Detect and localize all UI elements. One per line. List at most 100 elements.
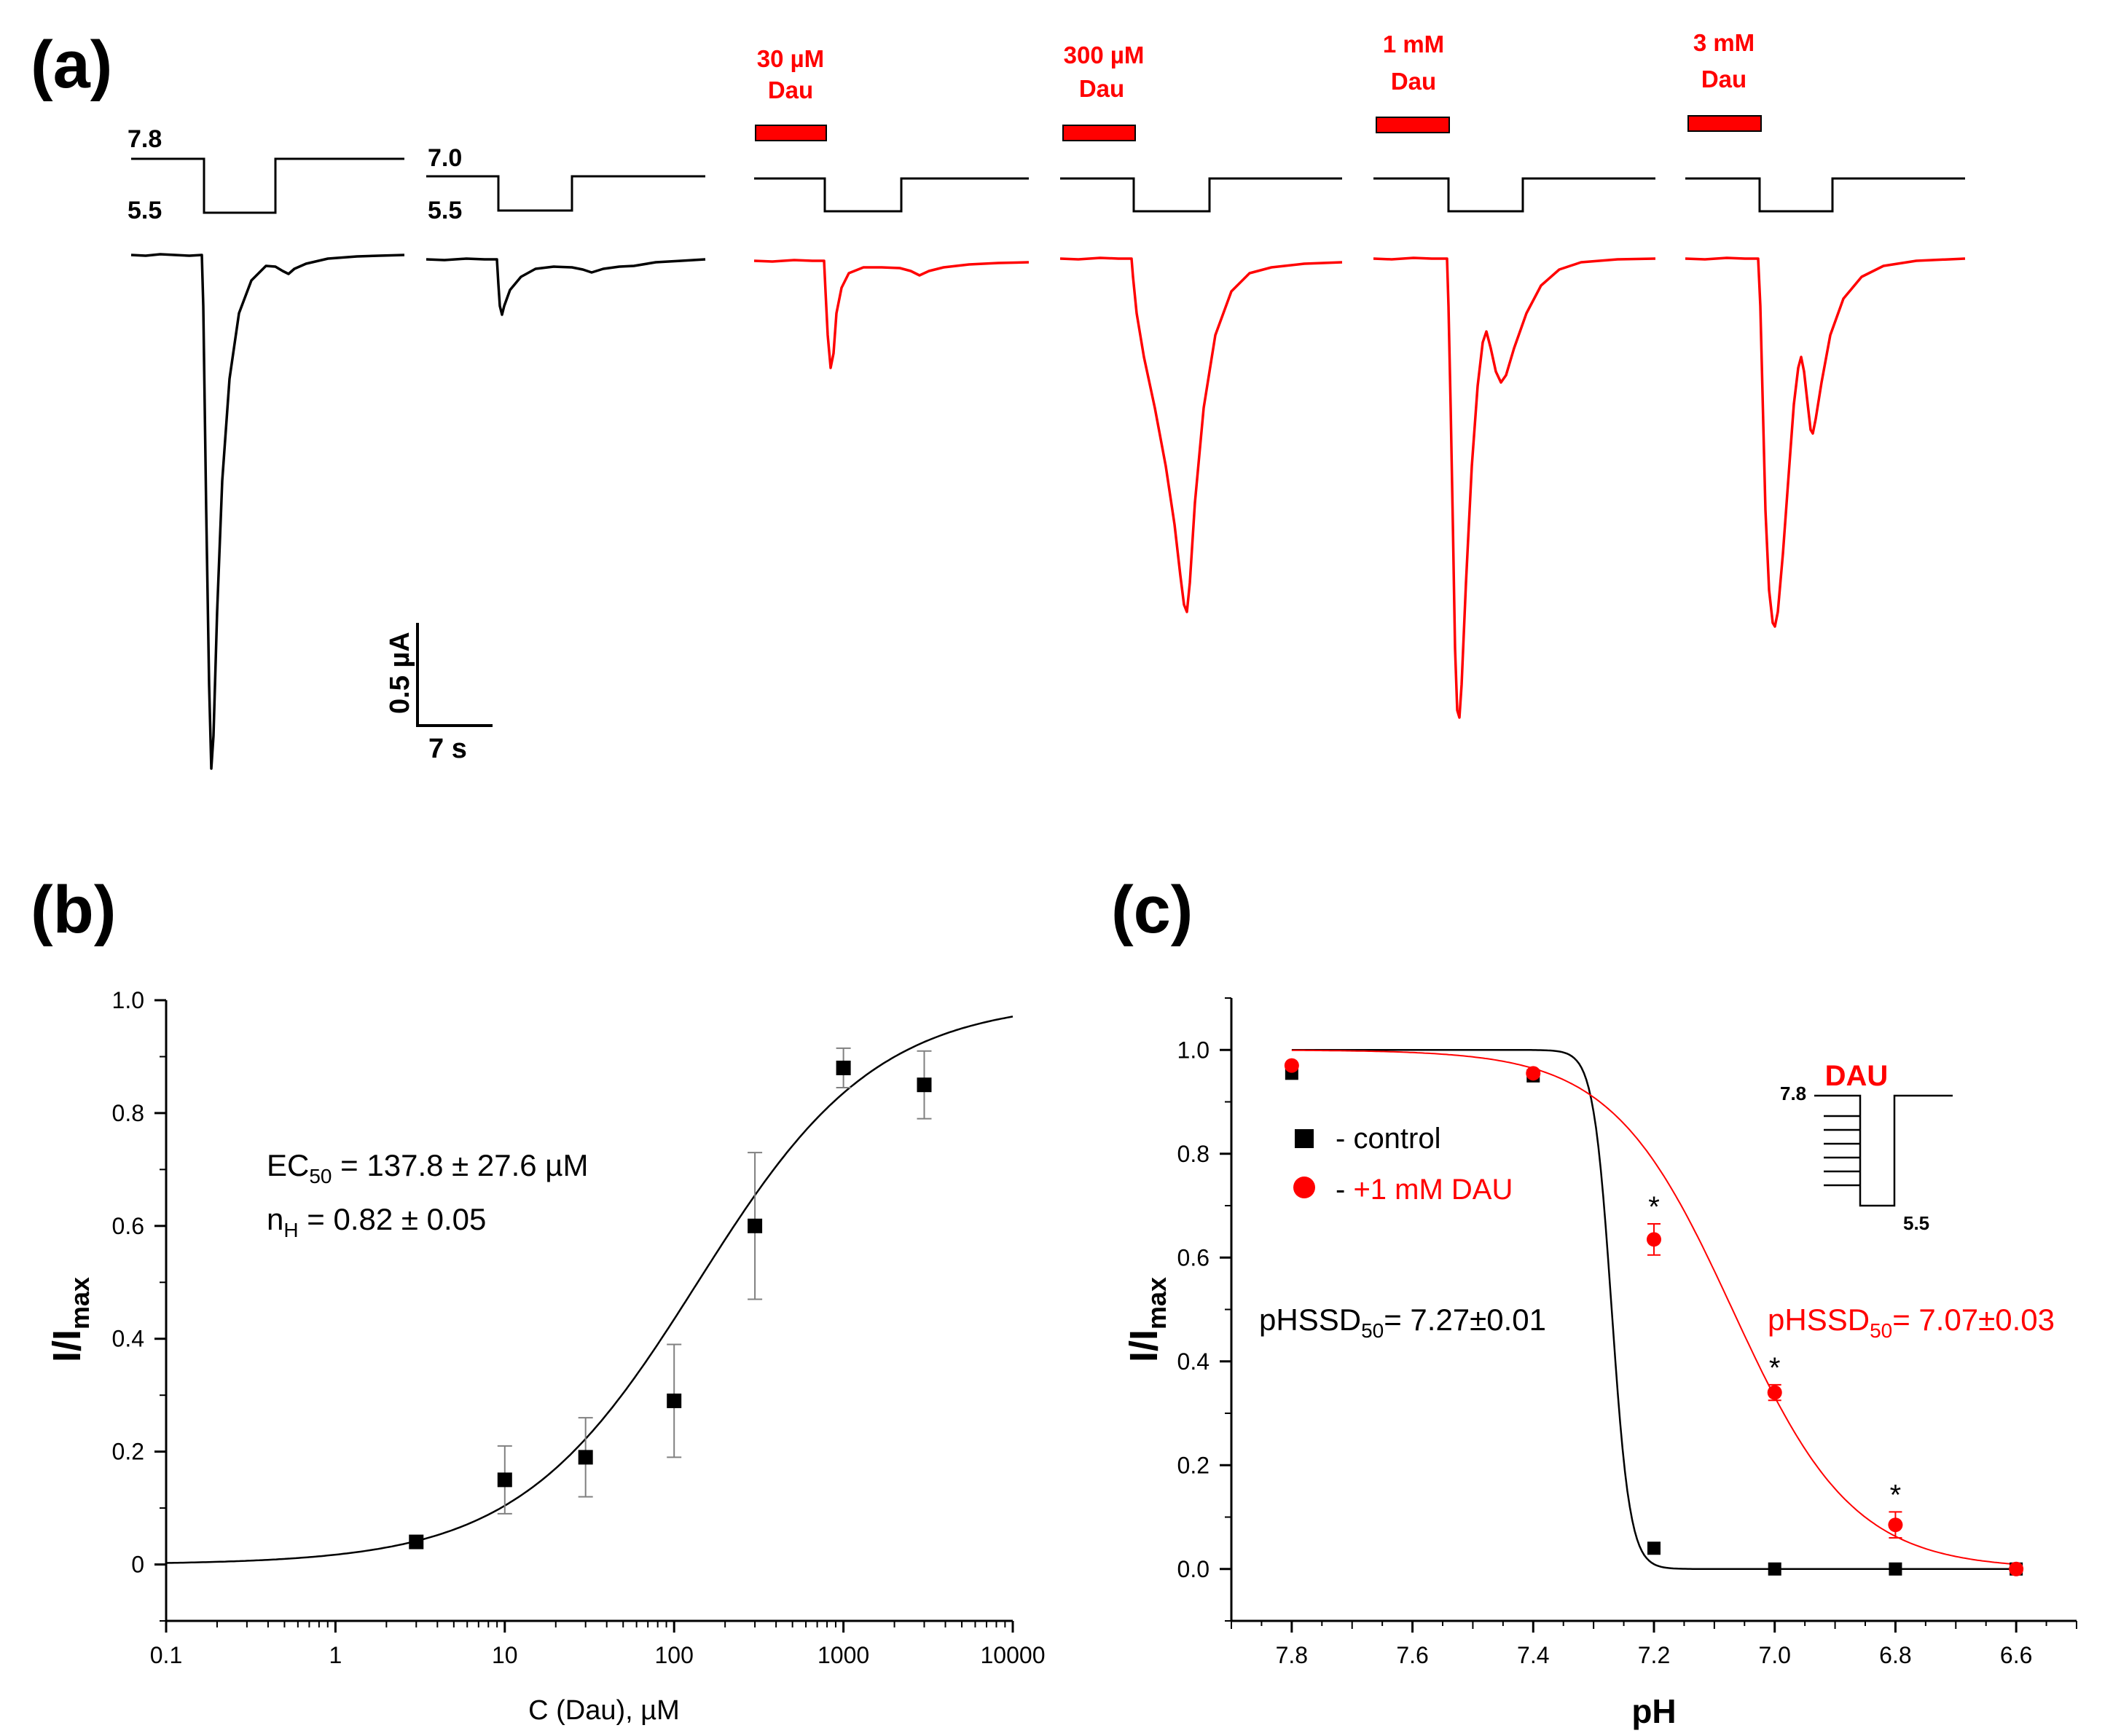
chart-c-dau-point — [1888, 1517, 1903, 1533]
drug-application-bars — [755, 115, 1762, 141]
drug-label-2-line2: Dau — [1079, 75, 1124, 102]
chart-c-dau-phssd-annotation: pHSSD50= 7.07±0.03 — [1768, 1303, 2055, 1342]
ph-label-high-1: 7.8 — [128, 125, 162, 153]
scale-bar — [416, 623, 493, 727]
chart-c-y-tick-label: 0.2 — [1177, 1452, 1210, 1478]
chart-b-y-tick-label: 0.6 — [112, 1213, 144, 1239]
panel-c-label: (c) — [1111, 873, 1193, 947]
legend-control-label: control — [1353, 1123, 1440, 1155]
chart-c-control-phssd-main: pHSSD — [1259, 1303, 1361, 1337]
chart-b: 0.1 1 10 100 1000 10000 0 0.2 0.4 0.6 0.8 1.0 C (Da… — [45, 987, 1045, 1726]
scale-bar-time-label: 7 s — [428, 734, 467, 764]
chart-c-protocol-inset: DAU 7.8 5.5 — [1780, 1060, 1953, 1234]
chart-c-y-tick-label: 1.0 — [1177, 1037, 1210, 1063]
chart-c-ticks: 7.8 7.6 7.4 7.2 7.0 6.8 6.6 0.0 0.2 0.4 0.6 0.8 1.0 — [1177, 997, 2077, 1668]
ph-label-low-1: 5.5 — [128, 197, 162, 224]
current-trace-control-ph7-0 — [426, 257, 706, 316]
chart-c-control-point — [1889, 1562, 1902, 1576]
chart-c-x-tick-label: 7.0 — [1758, 1642, 1790, 1668]
chart-b-x-tick-label: 100 — [655, 1642, 694, 1668]
chart-c-control-point — [1647, 1541, 1661, 1555]
chart-c-x-tick-label: 6.6 — [2000, 1642, 2032, 1668]
chart-c-x-tick-label: 7.2 — [1638, 1642, 1670, 1668]
chart-b-data-point — [497, 1472, 512, 1488]
chart-b-x-tick-label: 10 — [492, 1642, 518, 1668]
drug-label-3-line2: Dau — [1391, 68, 1436, 95]
chart-c-dau-point — [1767, 1385, 1782, 1400]
chart-c-dau-point — [2009, 1561, 2024, 1576]
chart-b-hill-fit-curve — [165, 1016, 1014, 1564]
chart-b-nh-sub: H — [283, 1219, 298, 1241]
current-trace-dau-300um — [1059, 256, 1343, 613]
chart-b-y-tick-label: 0 — [131, 1552, 144, 1578]
ph-step-trace-4 — [1060, 177, 1342, 213]
panel-b-label: (b) — [31, 873, 116, 947]
current-trace-dau-30um — [753, 259, 1030, 369]
chart-c-x-tick-label: 7.8 — [1276, 1642, 1308, 1668]
panel-a-label: (a) — [31, 28, 112, 102]
chart-b-ec50-main: EC — [267, 1148, 309, 1182]
legend-dau-entry: - +1 mM DAU — [1336, 1174, 1513, 1206]
chart-b-y-tick-label: 0.8 — [112, 1100, 144, 1126]
chart-c-significance-star: * — [1769, 1352, 1781, 1384]
chart-b-x-tick-label: 1 — [329, 1642, 342, 1668]
chart-c-dau-point — [1647, 1232, 1661, 1247]
legend-dau-prefix: - — [1336, 1174, 1353, 1206]
drug-label-1-line1: 30 µM — [757, 45, 824, 72]
chart-c-control-phssd-annotation: pHSSD50= 7.27±0.01 — [1259, 1303, 1546, 1342]
inset-ph-low-label: 5.5 — [1903, 1212, 1929, 1234]
chart-b-y-axis-label-main: I/I — [45, 1330, 89, 1362]
chart-b-data-points — [409, 1047, 932, 1550]
chart-c-data-points: * * * — [1284, 1058, 2024, 1576]
chart-c-significance-star: * — [1890, 1479, 1902, 1511]
current-traces — [130, 253, 1966, 770]
chart-b-data-point — [409, 1534, 424, 1550]
chart-c-y-tick-label: 0.8 — [1177, 1141, 1210, 1167]
drug-labels: 30 µM Dau 300 µM Dau 1 mM Dau 3 mM Dau — [757, 29, 1755, 103]
chart-b-ec50-value: = 137.8 ± 27.6 µM — [332, 1148, 589, 1182]
ph-step-trace-1 — [131, 157, 404, 214]
chart-c-y-tick-label: 0.0 — [1177, 1556, 1210, 1582]
drug-bar-1mm — [1376, 117, 1450, 133]
chart-c-control-point — [1768, 1562, 1781, 1576]
chart-c-dau-phssd-value: = 7.07±0.03 — [1892, 1303, 2055, 1337]
chart-b-nh-main: n — [267, 1202, 283, 1236]
ph-label-low-2: 5.5 — [428, 197, 462, 224]
chart-c-control-phssd-sub: 50 — [1361, 1319, 1384, 1342]
chart-c-dau-phssd-main: pHSSD — [1768, 1303, 1870, 1337]
chart-b-nh-value: = 0.82 ± 0.05 — [299, 1202, 487, 1236]
drug-label-4-line1: 3 mM — [1693, 29, 1755, 56]
chart-b-y-axis-label-sub: max — [65, 1277, 95, 1330]
current-trace-control-ph7-8 — [130, 253, 405, 770]
drug-bar-30um — [755, 125, 827, 141]
legend-control-entry: - control — [1336, 1123, 1441, 1155]
chart-b-ec50-annotation: EC50 = 137.8 ± 27.6 µM — [267, 1148, 588, 1187]
chart-b-x-tick-label: 10000 — [981, 1642, 1046, 1668]
chart-c-dau-phssd-sub: 50 — [1870, 1319, 1892, 1342]
inset-protocol-trace — [1814, 1094, 1953, 1207]
chart-c-y-axis-label: I/Imax — [1122, 1277, 1172, 1362]
chart-b-y-tick-label: 1.0 — [112, 987, 144, 1013]
chart-c: 7.8 7.6 7.4 7.2 7.0 6.8 6.60.00.20.40.60.81.0 … — [1122, 997, 2077, 1730]
drug-bar-300um — [1062, 125, 1136, 141]
scale-bar-current-label: 0.5 µA — [385, 632, 415, 714]
drug-bar-3mm — [1687, 115, 1762, 132]
chart-c-y-tick-label: 0.4 — [1177, 1348, 1210, 1375]
legend-dau-label: +1 mM DAU — [1353, 1174, 1513, 1206]
chart-c-x-tick-label: 7.4 — [1517, 1642, 1549, 1668]
current-trace-dau-3mm — [1685, 256, 1966, 628]
inset-drug-label: DAU — [1825, 1060, 1889, 1092]
chart-b-ec50-sub: 50 — [309, 1165, 332, 1187]
chart-b-y-axis-label: I/Imax — [45, 1277, 95, 1362]
chart-b-y-tick-label: 0.2 — [112, 1439, 144, 1465]
chart-c-control-phssd-value: = 7.27±0.01 — [1384, 1303, 1546, 1337]
inset-ph-high-label: 7.8 — [1780, 1083, 1806, 1104]
chart-b-ticks: 0.1 1 10 100 1000 10000 0 0.2 0.4 0.6 0.8 1.0 — [112, 987, 1046, 1668]
chart-b-data-point — [748, 1218, 763, 1233]
chart-c-x-tick-label: 7.6 — [1396, 1642, 1428, 1668]
chart-b-x-axis-label: C (Dau), µM — [528, 1695, 680, 1726]
drug-label-3-line1: 1 mM — [1383, 31, 1444, 58]
chart-c-x-tick-label: 6.8 — [1879, 1642, 1911, 1668]
chart-b-x-tick-label: 1000 — [818, 1642, 869, 1668]
